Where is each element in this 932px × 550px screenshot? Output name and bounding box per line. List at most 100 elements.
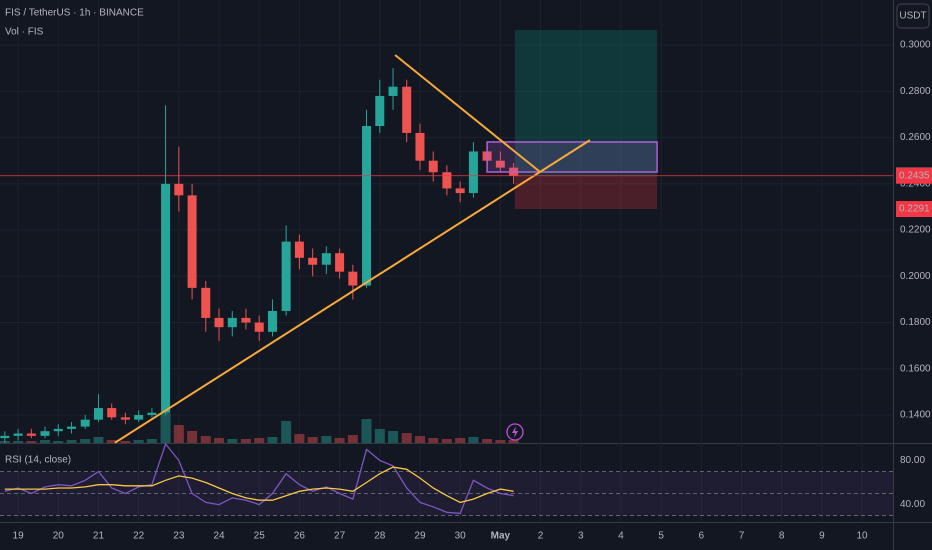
volume-bar [307,437,318,443]
currency-button[interactable] [896,3,930,29]
volume-bar [374,429,385,443]
candle-body [294,241,304,258]
volume-bar [455,438,466,443]
volume-bar [106,440,117,443]
volume-bar [267,437,278,443]
volume-bar [187,431,198,443]
candle-body [120,417,130,420]
volume-bar [146,439,157,443]
stop-zone [514,175,658,210]
x-tick-label: 4 [618,531,624,542]
candle-body [201,287,211,318]
candle-body [442,172,452,189]
volume-bar [414,436,425,443]
candle-body [281,241,291,311]
candle-body [267,310,277,332]
volume-bar [200,436,211,443]
x-tick-label: May [491,531,511,542]
volume-bar [428,438,439,443]
volume-bar [13,441,24,443]
x-tick-label: 5 [658,531,664,542]
x-tick-label: 10 [856,531,868,542]
event-icon[interactable] [506,423,524,441]
price-tag [896,201,932,218]
candle-body [227,317,237,328]
trend-line [394,54,541,173]
volume-bar [388,431,399,443]
volume-bar [321,436,332,443]
volume-bar [254,438,265,443]
candle-body [335,253,345,272]
volume-bar [361,419,372,443]
candle-body [348,271,358,286]
candle-body [362,126,372,286]
volume-bar [468,437,479,443]
x-tick-label: 6 [699,531,705,542]
price-tag-label: 0.2291 [899,204,930,215]
candle-body [468,151,478,194]
x-tick-label: 2 [538,531,544,542]
x-tick-label: 23 [173,531,185,542]
event-icon-bolt [512,426,518,438]
x-tick-label: 22 [133,531,145,542]
volume-bar [120,441,131,443]
candle-body [495,160,505,168]
x-tick-label: 20 [53,531,65,542]
candle-body [174,183,184,196]
range-box [486,141,658,173]
volume-bar [214,438,225,443]
volume-bar [26,441,37,443]
candle-body [402,86,412,133]
candle-body [428,160,438,173]
x-tick-label: 7 [739,531,745,542]
volume-bar [53,441,64,443]
candle-body [26,433,36,436]
candle-body [241,317,251,323]
volume-bar [281,421,292,443]
x-tick-label: 9 [819,531,825,542]
candle-body [107,408,117,418]
y-tick-label: 0.2600 [900,132,931,143]
x-tick-label: 28 [374,531,386,542]
volume-bar [495,440,506,443]
candle-body [93,408,103,420]
x-tick-label: 27 [334,531,346,542]
price-tag [896,167,932,184]
rsi-tick-label: 80.00 [900,455,925,466]
candle-body [67,426,77,429]
volume-bar [334,438,345,443]
candle-body [415,132,425,161]
candle-body [134,415,144,420]
candle-body [254,322,264,332]
volume-bar [173,425,184,443]
candle-body [40,431,50,436]
candle-body [161,183,171,413]
candle-body [308,257,318,265]
candle-body [455,188,465,194]
candle-body [147,412,157,416]
volume-bar [401,433,412,443]
volume-bar [508,440,519,443]
x-tick-label: 3 [578,531,584,542]
volume-bar [240,439,251,443]
volume-bar [93,437,104,443]
volume-label: Vol · FIS [5,27,44,38]
x-tick-label: 24 [213,531,225,542]
candle-body [80,419,90,427]
x-tick-label: 25 [254,531,266,542]
currency-button-label[interactable]: USDT [899,11,926,22]
volume-bar [227,439,238,443]
rsi-ma-line [4,466,514,504]
y-tick-label: 0.1600 [900,363,931,374]
x-tick-label: 19 [13,531,25,542]
volume-bar [66,440,77,443]
target-zone [514,30,658,176]
y-tick-label: 0.1800 [900,317,931,328]
candle-body [13,433,23,436]
volume-bar [133,440,144,443]
rsi-line [4,442,514,515]
trend-line [114,139,591,444]
